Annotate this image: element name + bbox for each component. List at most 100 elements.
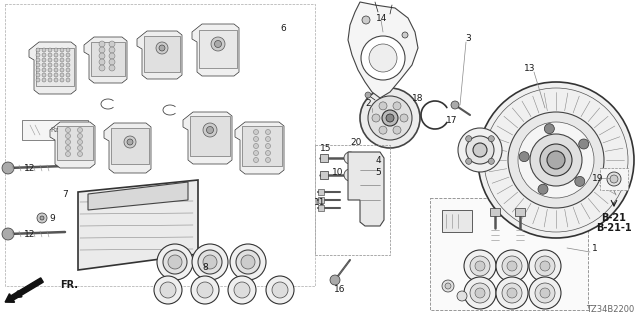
Circle shape bbox=[382, 110, 398, 126]
Text: 20: 20 bbox=[350, 138, 362, 147]
Polygon shape bbox=[22, 120, 88, 140]
Circle shape bbox=[42, 58, 46, 62]
Text: 6: 6 bbox=[280, 23, 286, 33]
Circle shape bbox=[54, 63, 58, 67]
Polygon shape bbox=[78, 180, 198, 270]
Circle shape bbox=[518, 122, 594, 198]
Circle shape bbox=[386, 114, 394, 122]
Text: 18: 18 bbox=[412, 93, 424, 102]
Circle shape bbox=[466, 136, 472, 142]
Circle shape bbox=[66, 63, 70, 67]
Circle shape bbox=[60, 68, 64, 72]
Circle shape bbox=[470, 283, 490, 303]
Circle shape bbox=[236, 250, 260, 274]
Text: B-21: B-21 bbox=[602, 213, 627, 223]
Circle shape bbox=[540, 288, 550, 298]
Circle shape bbox=[475, 288, 485, 298]
Circle shape bbox=[547, 151, 565, 169]
Circle shape bbox=[2, 162, 14, 174]
Circle shape bbox=[36, 73, 40, 77]
Circle shape bbox=[42, 78, 46, 82]
Circle shape bbox=[266, 137, 271, 141]
Circle shape bbox=[369, 44, 397, 72]
Circle shape bbox=[464, 277, 496, 309]
Circle shape bbox=[66, 48, 70, 52]
Bar bbox=[242, 126, 282, 166]
Circle shape bbox=[466, 158, 472, 164]
Circle shape bbox=[163, 250, 187, 274]
Circle shape bbox=[157, 244, 193, 280]
Text: Rz: Rz bbox=[51, 127, 59, 133]
Bar bbox=[190, 116, 230, 156]
Circle shape bbox=[458, 128, 502, 172]
Circle shape bbox=[211, 37, 225, 51]
Circle shape bbox=[540, 261, 550, 271]
Circle shape bbox=[65, 151, 70, 156]
Polygon shape bbox=[348, 152, 384, 226]
Circle shape bbox=[48, 78, 52, 82]
Circle shape bbox=[60, 48, 64, 52]
Text: 17: 17 bbox=[446, 116, 458, 124]
Circle shape bbox=[2, 228, 14, 240]
Circle shape bbox=[451, 101, 459, 109]
Circle shape bbox=[42, 53, 46, 57]
Circle shape bbox=[442, 280, 454, 292]
Circle shape bbox=[368, 96, 412, 140]
Circle shape bbox=[253, 150, 259, 156]
Circle shape bbox=[198, 250, 222, 274]
Circle shape bbox=[48, 73, 52, 77]
Bar bbox=[430, 198, 588, 310]
Bar bbox=[318, 205, 324, 211]
Circle shape bbox=[266, 157, 271, 163]
Circle shape bbox=[234, 282, 250, 298]
Circle shape bbox=[228, 276, 256, 304]
Text: 8: 8 bbox=[202, 263, 208, 273]
Circle shape bbox=[605, 175, 611, 181]
Polygon shape bbox=[235, 122, 284, 174]
Polygon shape bbox=[137, 31, 182, 79]
Circle shape bbox=[36, 53, 40, 57]
Circle shape bbox=[203, 123, 217, 137]
Circle shape bbox=[272, 282, 288, 298]
Circle shape bbox=[610, 175, 618, 183]
Circle shape bbox=[445, 283, 451, 289]
Circle shape bbox=[400, 114, 408, 122]
Circle shape bbox=[36, 63, 40, 67]
Text: 10: 10 bbox=[332, 167, 344, 177]
Circle shape bbox=[42, 68, 46, 72]
Circle shape bbox=[54, 68, 58, 72]
Circle shape bbox=[457, 291, 467, 301]
Bar bbox=[199, 30, 237, 68]
Circle shape bbox=[535, 283, 555, 303]
Circle shape bbox=[36, 78, 40, 82]
Circle shape bbox=[156, 42, 168, 54]
Circle shape bbox=[109, 53, 115, 59]
Circle shape bbox=[77, 127, 83, 132]
Circle shape bbox=[241, 255, 255, 269]
Circle shape bbox=[379, 126, 387, 134]
Polygon shape bbox=[348, 2, 418, 98]
Circle shape bbox=[475, 261, 485, 271]
Circle shape bbox=[191, 276, 219, 304]
Text: 12: 12 bbox=[24, 164, 36, 172]
Circle shape bbox=[502, 256, 522, 276]
Text: TZ34B2200: TZ34B2200 bbox=[586, 306, 634, 315]
Circle shape bbox=[488, 158, 494, 164]
Circle shape bbox=[507, 288, 517, 298]
Circle shape bbox=[60, 58, 64, 62]
Circle shape bbox=[379, 102, 387, 110]
Circle shape bbox=[54, 58, 58, 62]
Circle shape bbox=[253, 157, 259, 163]
Circle shape bbox=[230, 244, 266, 280]
Circle shape bbox=[66, 68, 70, 72]
Text: 1: 1 bbox=[592, 244, 598, 252]
Circle shape bbox=[48, 58, 52, 62]
Polygon shape bbox=[104, 123, 151, 173]
Circle shape bbox=[607, 172, 621, 186]
Polygon shape bbox=[50, 122, 95, 168]
Circle shape bbox=[77, 146, 83, 150]
Circle shape bbox=[65, 140, 70, 145]
Circle shape bbox=[66, 53, 70, 57]
Circle shape bbox=[192, 244, 228, 280]
Circle shape bbox=[109, 59, 115, 65]
